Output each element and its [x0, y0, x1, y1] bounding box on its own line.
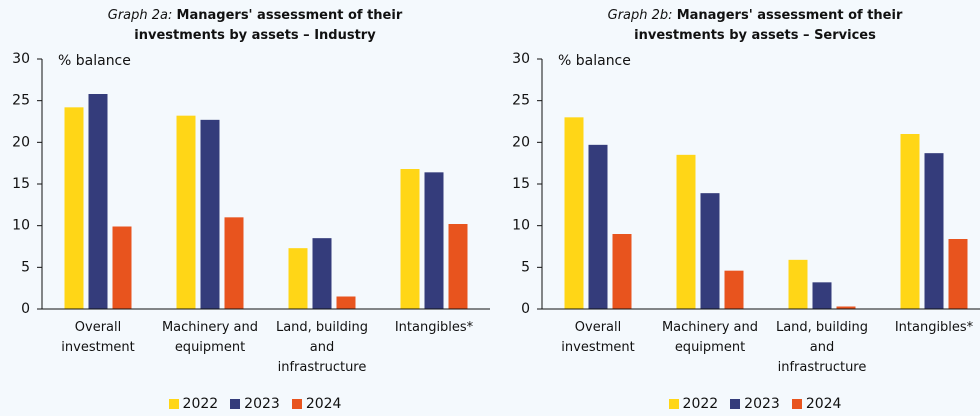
title-prefix: Graph 2a:	[107, 8, 173, 23]
y-tick-label: 25	[12, 93, 30, 109]
bar	[312, 238, 332, 309]
bar	[588, 144, 608, 309]
legend: 2022 2023 2024	[500, 396, 980, 412]
legend-swatch	[730, 399, 741, 409]
bar	[112, 226, 132, 309]
chart-title: Graph 2a: Managers' assessment of their …	[95, 6, 415, 46]
legend-swatch	[230, 399, 241, 409]
x-tick-label: Intangibles*	[894, 320, 974, 335]
x-tick-label: Machinery and equipment	[161, 320, 259, 355]
x-tick-label: Overall investment	[561, 320, 635, 355]
chart: 0 5 10 15 20 25 30 % balance	[12, 51, 490, 317]
bar	[676, 154, 696, 309]
y-tick-label: 20	[512, 134, 530, 150]
bar	[612, 234, 632, 309]
y-tick-label: 10	[12, 218, 30, 234]
legend-item: 2024	[291, 396, 342, 412]
y-axis-label: % balance	[558, 53, 631, 69]
bar	[224, 217, 244, 309]
y-tick-label: 0	[521, 301, 530, 317]
legend: 2022 2023 2024	[0, 396, 510, 412]
bar	[788, 259, 808, 309]
legend-label: 2024	[305, 396, 342, 412]
y-tick-label: 10	[512, 218, 530, 234]
legend-label: 2023	[244, 396, 280, 412]
x-tick-label: Machinery and equipment	[661, 320, 759, 355]
bar	[948, 239, 968, 309]
y-tick-label: 5	[21, 259, 30, 275]
legend-swatch	[791, 399, 802, 409]
legend-item: 2023	[730, 396, 780, 412]
y-tick-label: 30	[12, 51, 30, 67]
y-tick-label: 30	[512, 51, 530, 67]
legend-item: 2023	[230, 396, 280, 412]
bar	[88, 94, 108, 309]
bar	[700, 193, 720, 309]
legend-swatch	[668, 399, 679, 409]
x-tick-label: Overall investment	[61, 320, 135, 355]
bar	[724, 270, 744, 309]
bar	[924, 153, 944, 309]
y-axis-label: % balance	[58, 53, 131, 69]
bar	[336, 296, 356, 309]
bar	[400, 169, 420, 309]
x-tick-label: Land, building and infrastructure	[775, 320, 869, 375]
bar	[288, 248, 308, 309]
bar	[64, 107, 84, 309]
title-text: Managers' assessment of their investment…	[134, 8, 403, 43]
legend-item: 2022	[668, 396, 719, 412]
bar	[424, 172, 444, 309]
chart-panel: Graph 2a: Managers' assessment of their …	[12, 6, 490, 412]
y-tick-label: 25	[512, 93, 530, 109]
legend-label: 2023	[744, 396, 780, 412]
x-tick-label: Intangibles*	[394, 320, 474, 335]
y-tick-label: 15	[512, 176, 530, 192]
legend-label: 2022	[182, 396, 219, 412]
bar	[812, 282, 832, 309]
y-tick-label: 20	[12, 134, 30, 150]
legend-label: 2024	[805, 396, 842, 412]
legend-swatch	[291, 399, 302, 409]
bar	[448, 224, 468, 309]
legend-item: 2022	[168, 396, 219, 412]
chart-title: Graph 2b: Managers' assessment of their …	[595, 6, 915, 46]
x-tick-label: Land, building and infrastructure	[275, 320, 369, 375]
chart: 0 5 10 15 20 25 30 % balance	[512, 51, 980, 317]
legend-swatch	[168, 399, 179, 409]
y-tick-label: 5	[521, 259, 530, 275]
title-text: Managers' assessment of their investment…	[634, 8, 903, 43]
chart-panel: Graph 2b: Managers' assessment of their …	[500, 0, 980, 416]
title-prefix: Graph 2b:	[607, 8, 673, 23]
y-tick-label: 15	[12, 176, 30, 192]
y-tick-label: 0	[21, 301, 30, 317]
bar	[564, 117, 584, 309]
bar	[900, 134, 920, 309]
legend-label: 2022	[682, 396, 719, 412]
bar	[176, 115, 196, 310]
bar	[200, 119, 220, 309]
bar	[836, 306, 856, 309]
legend-item: 2024	[791, 396, 842, 412]
